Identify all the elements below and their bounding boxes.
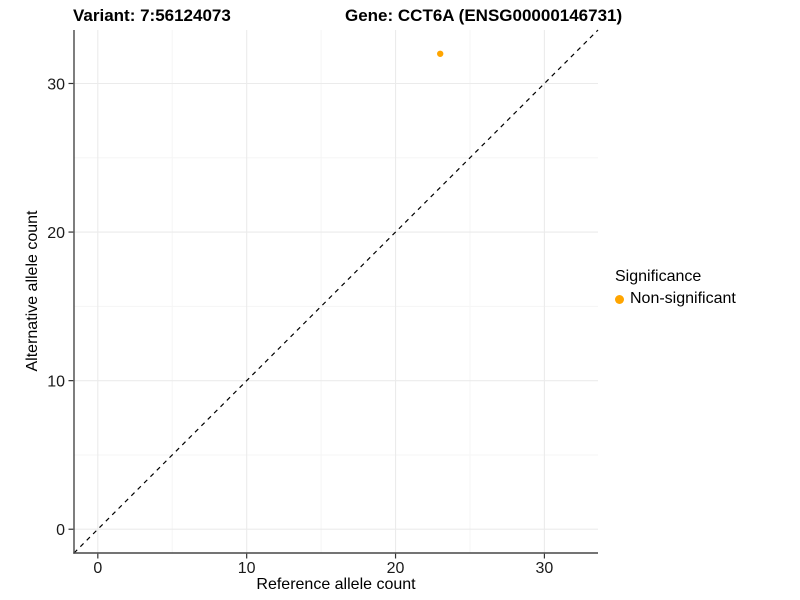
legend: Significance Non-significant <box>615 268 736 308</box>
plot-title-variant: Variant: 7:56124073 <box>73 6 231 25</box>
y-tick-label: 0 <box>56 522 65 539</box>
x-axis-label: Reference allele count <box>256 576 416 593</box>
y-axis-label: Alternative allele count <box>24 210 41 372</box>
y-tick-label: 30 <box>47 76 65 93</box>
data-point <box>437 50 444 57</box>
y-tick-label: 20 <box>47 225 65 242</box>
legend-title: Significance <box>615 268 702 285</box>
x-tick-label: 20 <box>387 560 405 577</box>
x-tick-label: 30 <box>536 560 554 577</box>
x-tick-label: 10 <box>238 560 256 577</box>
x-tick-label: 0 <box>93 560 102 577</box>
legend-point-icon <box>615 294 624 304</box>
legend-item-label: Non-significant <box>630 290 736 307</box>
y-tick-label: 10 <box>47 373 65 390</box>
legend-item-non-significant: Non-significant <box>615 290 736 308</box>
identity-line <box>73 29 599 554</box>
plot-title-gene: Gene: CCT6A (ENSG00000146731) <box>345 6 623 25</box>
